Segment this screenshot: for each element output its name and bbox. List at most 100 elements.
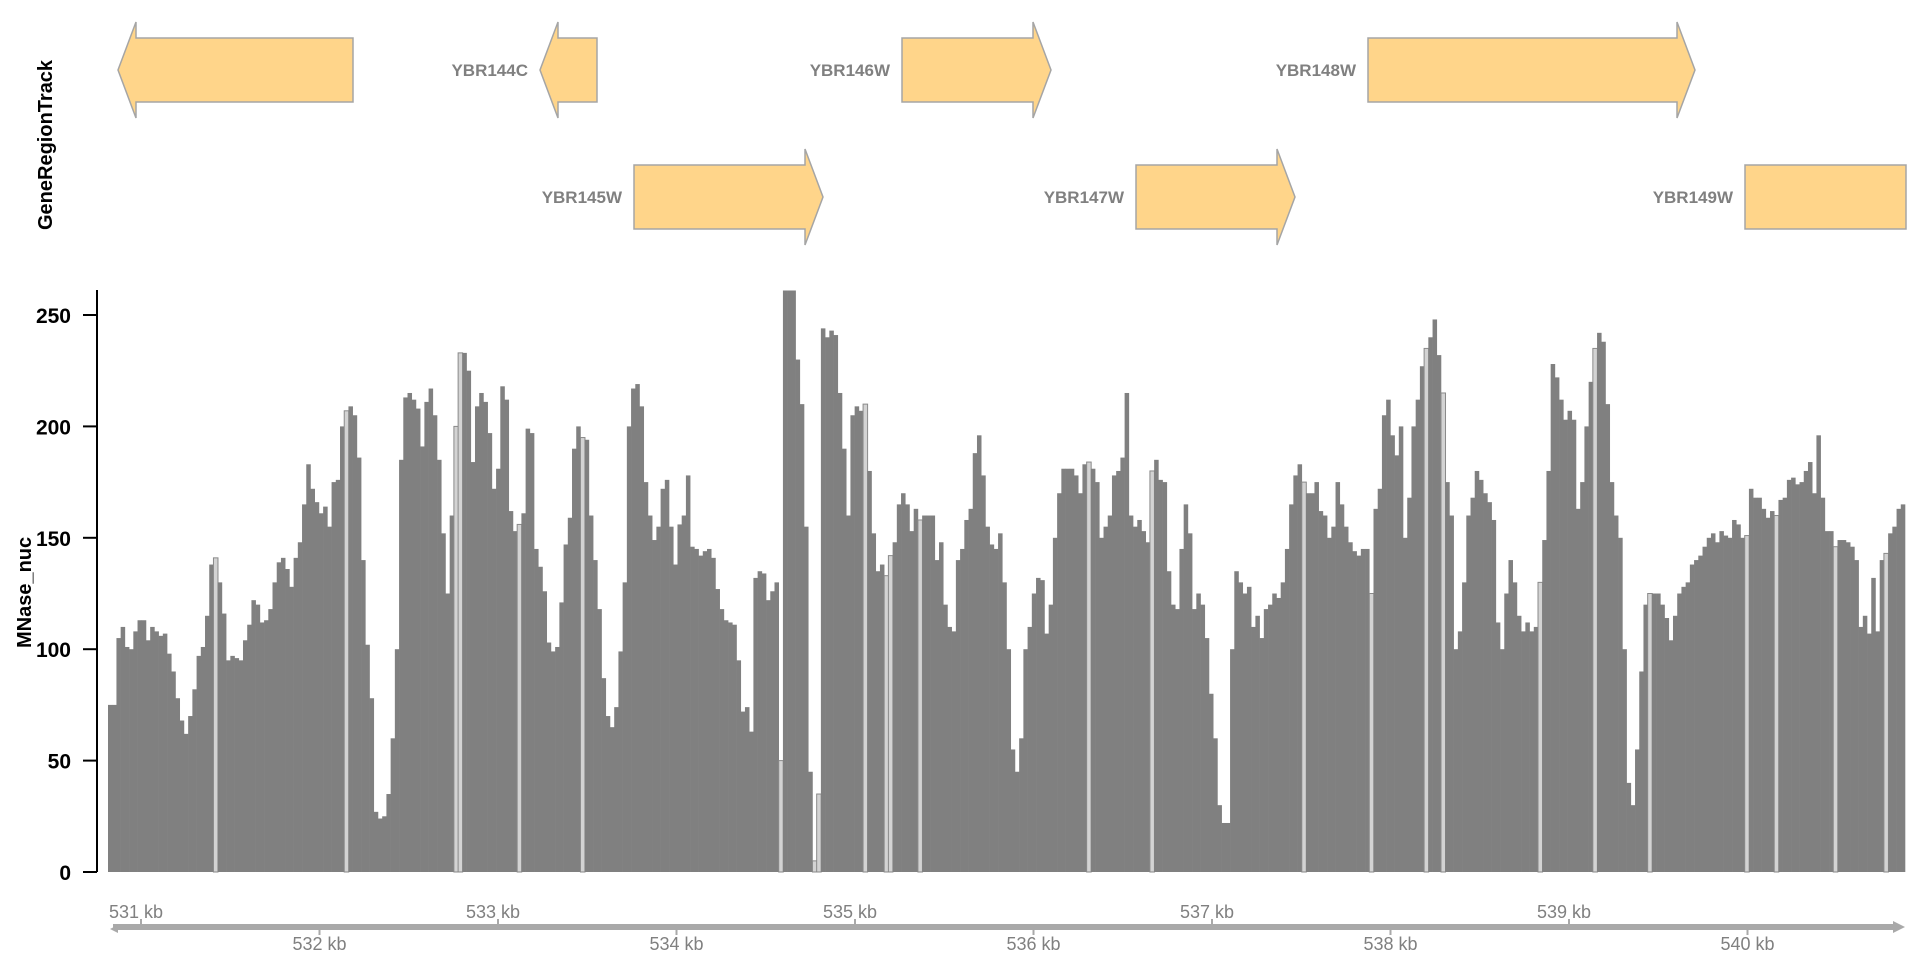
histogram-bar [1246,586,1252,872]
histogram-bar [327,526,332,872]
gene-arrow[interactable] [117,21,354,119]
histogram-bar [310,488,315,872]
histogram-bar [1141,531,1147,872]
histogram-bar [508,511,514,872]
y-tick-label: 200 [36,416,71,439]
histogram-bar [1120,457,1125,872]
mnase-data-track: MNase_nuc 0 50 100 150 200 250 [14,290,1906,885]
histogram-bar [1149,470,1155,873]
histogram-bar [664,479,670,872]
histogram-bar [947,626,952,872]
histogram-bar [162,633,168,872]
histogram-bar [858,410,864,872]
histogram-bar [1715,542,1720,872]
histogram-bar [1483,493,1488,872]
histogram-bar [116,638,121,872]
histogram-bar [1580,482,1585,872]
histogram-bar [1065,468,1071,872]
histogram-bar [200,646,206,872]
histogram-bar [437,459,442,872]
histogram-bar [677,524,682,872]
gene-label: YBR145W [542,188,623,207]
histogram-bar [930,515,936,872]
histogram-bar [238,660,244,872]
histogram-bar [1259,638,1265,872]
gene-region-track: GeneRegionTrack YBR144C YBR146W YBR148WYBR… [35,21,1907,246]
histogram-bar [943,604,948,872]
histogram-bar [1331,526,1336,872]
gene-arrow[interactable] [901,21,1052,119]
histogram-bar [264,620,269,872]
histogram-bar [643,482,649,872]
histogram-bar [770,591,775,872]
histogram-bar [951,631,957,872]
histogram-bar [1348,542,1353,872]
gene-arrow[interactable] [633,148,824,246]
histogram-bar [934,560,940,872]
histogram-bar [259,622,265,872]
histogram-bar [1867,633,1872,872]
histogram-bar [1504,593,1509,872]
histogram-bar [1900,504,1906,872]
histogram-bar [1208,693,1214,872]
gene-arrow[interactable] [1367,21,1696,119]
histogram-bar [702,551,708,872]
histogram-bar [1116,470,1121,872]
histogram-bar [1550,364,1556,872]
histogram-bar [542,591,548,872]
histogram-bar [1301,481,1307,873]
histogram-bar [1736,524,1741,872]
x-tick-label: 537 kb [1180,902,1234,922]
histogram-bar [500,386,505,872]
histogram-bar [247,624,252,872]
x-tick-label: 534 kb [649,934,703,954]
histogram-bar [690,546,695,872]
histogram-bar [242,640,248,872]
histogram-bar [1613,515,1619,872]
histogram-bar [1681,586,1686,872]
histogram-bar [968,508,974,872]
histogram-bar [1019,738,1024,872]
histogram-bar [698,555,704,872]
histogram-bar [985,526,990,872]
histogram-bars [108,290,1906,873]
histogram-bar [1213,738,1218,872]
histogram-bar [1850,546,1855,872]
histogram-bar [1883,552,1889,873]
histogram-bar [631,388,636,872]
histogram-bar [1453,649,1459,872]
histogram-bar [521,513,526,872]
histogram-bar [1419,366,1425,872]
histogram-bar [268,609,273,872]
histogram-bar [1660,604,1665,872]
histogram-bar [1542,540,1547,872]
histogram-bar [1563,419,1568,872]
histogram-bar [1626,782,1632,872]
histogram-bar [1672,615,1678,872]
histogram-bar [681,515,687,872]
gene-label: YBR144C [451,61,528,80]
gene-arrow[interactable] [1744,164,1907,230]
y-tick-label: 150 [36,528,71,551]
histogram-bar [1516,615,1522,872]
histogram-bar [1698,555,1703,872]
histogram-bar [626,426,632,872]
gene-arrow[interactable] [539,21,598,119]
histogram-bar [1061,468,1066,872]
histogram-bar [719,609,725,872]
histogram-bar [1057,493,1062,872]
histogram-bar [1436,355,1442,873]
y-tick-label: 250 [36,305,71,328]
histogram-bar [972,453,978,872]
gene-arrow[interactable] [1135,148,1296,246]
histogram-bar [158,635,164,872]
histogram-bar [1732,519,1737,872]
x-tick-label: 540 kb [1720,934,1774,954]
histogram-bar [989,544,995,872]
histogram-bar [1432,319,1438,873]
histogram-bar [1470,497,1476,872]
histogram-bar [466,370,472,872]
gene-label: YBR146W [810,61,891,80]
histogram-bar [314,502,320,872]
